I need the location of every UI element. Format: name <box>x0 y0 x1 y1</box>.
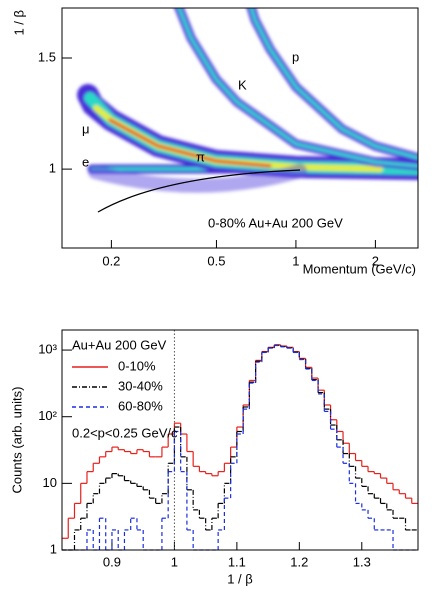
x-tick-label: 0.5 <box>207 253 225 268</box>
x-tick-label: 0.9 <box>103 554 121 569</box>
plot-frame <box>61 7 419 249</box>
p-band <box>246 8 418 163</box>
y-tick-label: 1 <box>50 541 57 556</box>
legend-label: 30-40% <box>118 378 163 393</box>
fit-curve <box>97 169 301 213</box>
legend-label: 60-80% <box>118 398 163 413</box>
annotation: p <box>292 49 299 64</box>
annotation: μ <box>82 121 90 136</box>
annotation: 0.2<p<0.25 GeV/c <box>72 425 178 440</box>
annotation: e <box>82 154 89 169</box>
x-tick-label: 1 <box>292 253 299 268</box>
p-band-core <box>249 8 418 160</box>
y-tick-label: 10 <box>43 475 57 490</box>
annotation: K <box>238 77 247 92</box>
annotation: 0-80% Au+Au 200 GeV <box>208 215 343 230</box>
x-tick-label: 1 <box>171 554 178 569</box>
x-tick-label: 2 <box>372 253 379 268</box>
x-axis-label: Momentum (GeV/c) <box>303 261 416 276</box>
x-axis-label: 1 / β <box>227 571 253 586</box>
k-band-core <box>177 8 418 168</box>
plot-frame <box>61 329 419 551</box>
y-tick-label: 1 <box>49 161 56 176</box>
density-bands <box>77 8 418 193</box>
pi-band-core <box>108 118 272 168</box>
x-tick-label: 0.2 <box>102 253 120 268</box>
y-tick-label: 10² <box>38 408 57 423</box>
x-tick-label: 1.2 <box>290 554 308 569</box>
legend-label: 0-10% <box>118 358 156 373</box>
annotation: π <box>196 149 205 164</box>
y-axis-label: Counts (arb. units) <box>9 387 24 494</box>
legend-title: Au+Au 200 GeV <box>72 337 167 352</box>
low-band <box>88 164 307 193</box>
x-tick-label: 1.3 <box>353 554 371 569</box>
y-tick-label: 10³ <box>38 341 57 356</box>
x-tick-label: 1.1 <box>228 554 246 569</box>
y-tick-label: 1.5 <box>38 49 56 64</box>
y-axis-label: 1 / β <box>11 10 26 36</box>
